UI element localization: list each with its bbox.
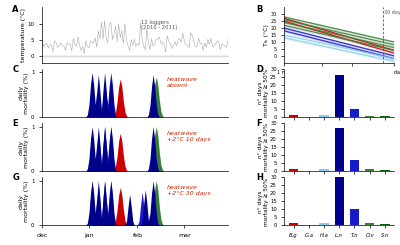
Text: A: A	[12, 5, 19, 14]
Bar	[380, 224, 390, 225]
Bar	[319, 115, 329, 117]
Bar	[289, 223, 298, 225]
Y-axis label: temperature (°C): temperature (°C)	[21, 8, 26, 62]
Bar	[289, 169, 298, 171]
Text: B: B	[256, 5, 262, 14]
Y-axis label: n° days
mortality ≥ 50%: n° days mortality ≥ 50%	[258, 123, 269, 171]
Text: F: F	[256, 119, 262, 128]
Text: 30 days: 30 days	[384, 10, 400, 15]
Text: heatwave
absent: heatwave absent	[167, 77, 198, 88]
Text: D: D	[256, 65, 263, 74]
Text: heatwave
+2°C 10 days: heatwave +2°C 10 days	[167, 131, 210, 142]
Bar	[350, 109, 359, 117]
Y-axis label: daily
mortality (%): daily mortality (%)	[19, 72, 30, 114]
Text: H: H	[256, 173, 263, 182]
Bar	[380, 170, 390, 171]
Text: 12 loggers
(2010 - 2011): 12 loggers (2010 - 2011)	[141, 20, 177, 30]
Bar	[289, 115, 298, 117]
Bar	[350, 209, 359, 225]
Bar	[334, 177, 344, 225]
Bar	[365, 223, 374, 225]
Bar	[319, 223, 329, 225]
Bar	[334, 128, 344, 171]
Bar	[365, 169, 374, 171]
Y-axis label: daily
mortality (%): daily mortality (%)	[19, 126, 30, 168]
Bar	[319, 169, 329, 171]
Y-axis label: daily
mortality (%): daily mortality (%)	[19, 181, 30, 222]
Y-axis label: n° days
mortality ≥ 50%: n° days mortality ≥ 50%	[258, 69, 269, 117]
Text: E: E	[12, 119, 18, 128]
Text: heatwave
+2°C 30 days: heatwave +2°C 30 days	[167, 185, 210, 196]
Y-axis label: Tₗₖ (°C): Tₗₖ (°C)	[264, 24, 269, 46]
Y-axis label: n° days
mortality ≥ 50%: n° days mortality ≥ 50%	[258, 177, 269, 226]
Text: G: G	[12, 173, 19, 182]
Text: C: C	[12, 65, 18, 74]
Bar	[350, 160, 359, 171]
Bar	[380, 116, 390, 117]
Bar	[334, 75, 344, 117]
Bar	[365, 116, 374, 117]
